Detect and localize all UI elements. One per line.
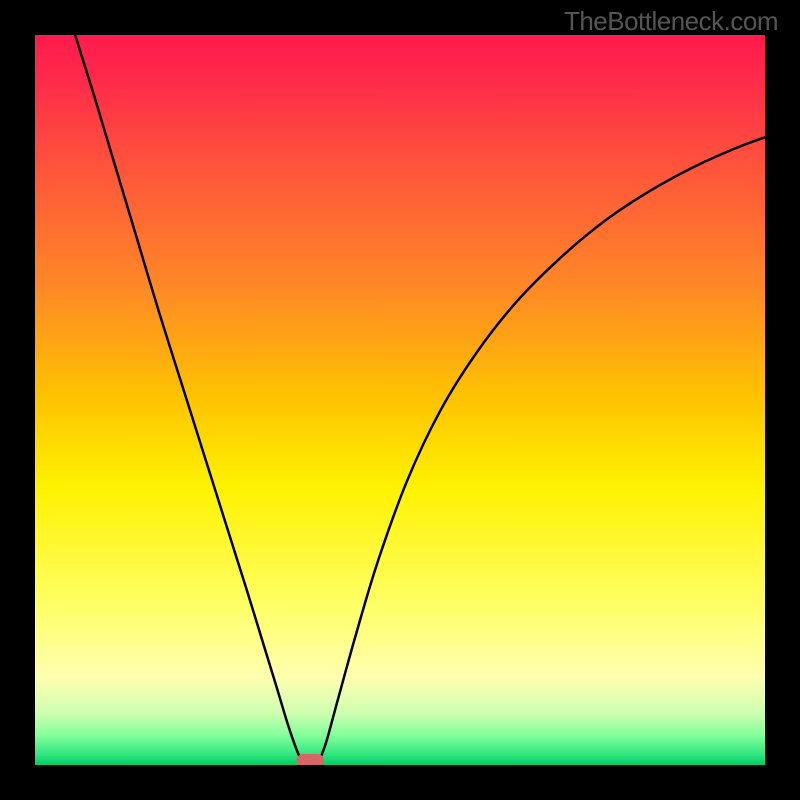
bottleneck-curve-chart [35,35,765,765]
chart-container [35,35,765,765]
watermark-text: TheBottleneck.com [564,6,778,37]
minimum-marker [296,754,324,765]
gradient-background [35,35,765,765]
